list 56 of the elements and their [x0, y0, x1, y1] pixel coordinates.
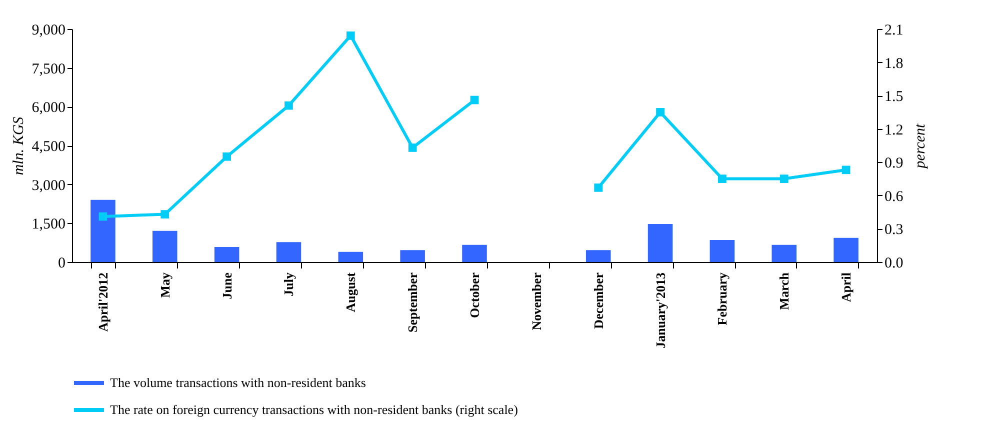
point [346, 31, 355, 40]
x-tick-label: April [838, 272, 854, 302]
legend-label: The volume transactions with non-resident banks [110, 375, 366, 390]
bar [710, 240, 735, 262]
x-tick-label: October [467, 272, 482, 318]
y-tick-label: 3,000 [32, 178, 66, 194]
y2-axis-title: percent [912, 122, 928, 170]
y-tick-label: 4,500 [32, 139, 66, 155]
y2-tick-label: 0.9 [884, 156, 904, 172]
x-tick-label: November [528, 272, 544, 330]
point [160, 210, 170, 218]
y-tick-label: 0 [58, 256, 66, 272]
y-tick-label: 1,500 [32, 216, 66, 233]
bar [214, 246, 240, 262]
y2-tick-label: 0.0 [884, 256, 904, 272]
x-tick-label: January'2013 [652, 272, 668, 348]
x-tick-label: July [281, 272, 296, 296]
bar [648, 224, 673, 262]
x-tick-label: August [343, 272, 358, 312]
x-tick-label: December [590, 272, 606, 329]
y-axis-title: mln. KGS [10, 116, 27, 176]
point [842, 166, 850, 174]
point [408, 144, 417, 152]
point [470, 96, 479, 104]
bar [586, 250, 611, 262]
bar [462, 244, 487, 262]
point [780, 174, 788, 183]
legend-label: The rate on foreign currency transactions with non-resident banks (right scale) [110, 402, 518, 417]
x-tick-label: June [219, 272, 234, 300]
bar [338, 252, 364, 262]
y-tick-label: 7,500 [32, 61, 66, 78]
y-tick-label: 6,000 [32, 100, 66, 116]
bar [276, 242, 302, 262]
y2-tick-label: 1.8 [884, 56, 904, 72]
x-tick-label: May [157, 272, 172, 298]
point [594, 183, 603, 192]
y-tick-label: 9,000 [32, 22, 66, 38]
y2-tick-label: 1.2 [884, 122, 904, 138]
y2-tick-label: 1.5 [884, 89, 904, 106]
x-tick-label: September [405, 272, 420, 332]
bar [772, 244, 796, 262]
x-tick-label: February [714, 272, 730, 326]
x-tick-label: March [776, 272, 792, 310]
point [718, 174, 726, 183]
point [284, 101, 293, 110]
y2-tick-label: 0.6 [884, 188, 904, 205]
x-tick-label: April'2012 [95, 272, 110, 332]
y2-tick-label: 0.3 [884, 222, 904, 238]
y2-tick-label: 2.1 [884, 22, 904, 38]
point [98, 212, 108, 221]
bar [834, 238, 858, 262]
bar [400, 250, 425, 262]
bar [90, 200, 116, 262]
point [656, 108, 664, 116]
bar [152, 230, 178, 262]
point [222, 152, 231, 161]
